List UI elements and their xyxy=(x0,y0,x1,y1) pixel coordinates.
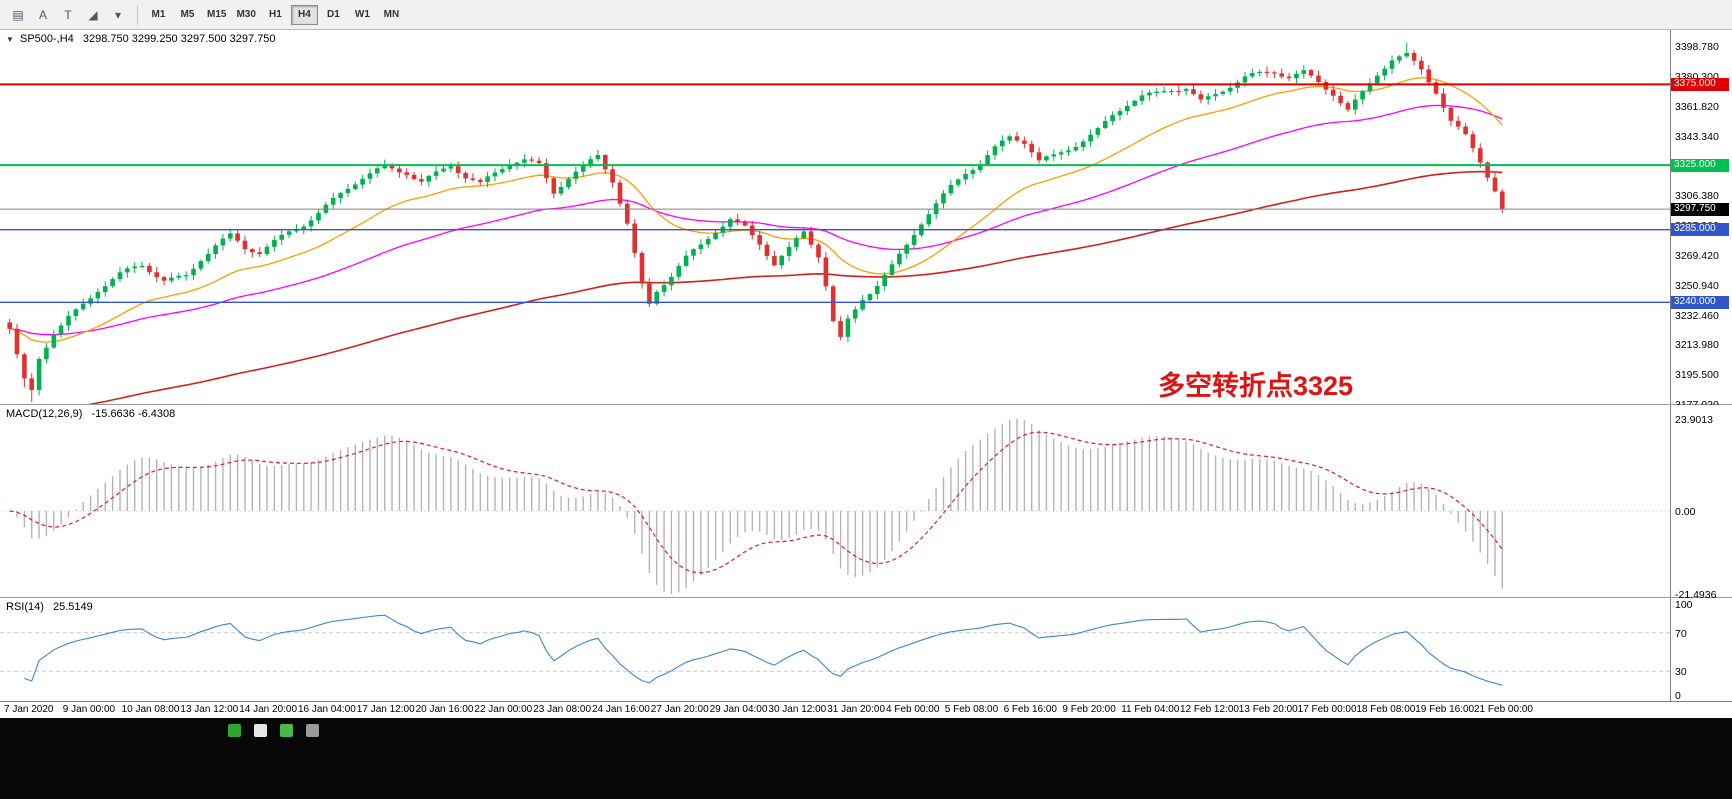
taskbar-icon-4[interactable] xyxy=(306,724,319,737)
rsi-axis-label: 30 xyxy=(1675,666,1687,679)
time-axis-label: 18 Feb 08:00 xyxy=(1356,704,1416,715)
time-axis-label: 13 Feb 20:00 xyxy=(1238,704,1298,715)
chart-annotation: 多空转折点3325 xyxy=(1158,371,1354,401)
time-axis-label: 9 Feb 20:00 xyxy=(1062,704,1116,715)
price-axis-label: 3250.940 xyxy=(1675,279,1719,292)
chart-symbol-timeframe: SP500-,H4 xyxy=(19,33,74,45)
price-line-tag: 3325.000 xyxy=(1671,158,1729,172)
toolbar-separator xyxy=(137,4,138,25)
rsi-title: RSI(14) 25.5149 xyxy=(6,601,93,613)
time-axis-label: 4 Feb 00:00 xyxy=(886,704,940,715)
time-axis-label: 20 Jan 16:00 xyxy=(415,704,474,715)
price-axis-label: 3195.500 xyxy=(1675,369,1719,382)
time-axis-label: 12 Feb 12:00 xyxy=(1180,704,1239,715)
time-axis-label: 7 Jan 2020 xyxy=(4,704,54,715)
timeframe-button-h4[interactable]: H4 xyxy=(290,4,318,25)
timeframe-button-group: M1 M5 M15 M30 H1 H4 D1 W1 MN xyxy=(144,4,406,25)
timeframe-button-m15[interactable]: M15 xyxy=(207,9,227,20)
macd-axis-label: 0.00 xyxy=(1675,506,1696,518)
time-axis-label: 11 Feb 04:00 xyxy=(1121,704,1180,715)
time-axis-label: 13 Jan 12:00 xyxy=(180,704,239,715)
price-axis-label: 3343.340 xyxy=(1675,130,1719,143)
grid-icon[interactable]: ▤ xyxy=(12,7,24,22)
rsi-panel: RSI(14) 25.5149 100 70 30 0 xyxy=(0,598,1732,702)
symbol-dropdown-icon[interactable]: ▼ xyxy=(6,35,14,44)
macd-title: MACD(12,26,9) -15.6636 -6.4308 xyxy=(6,408,175,420)
macd-canvas[interactable] xyxy=(0,405,1670,597)
rsi-axis-label: 0 xyxy=(1675,690,1681,702)
toolbar: ▤ A T ◢ ▾ M1 M5 M15 M30 H1 H4 D1 W1 MN xyxy=(0,0,1732,30)
time-axis-label: 10 Jan 08:00 xyxy=(121,704,180,715)
price-line-tag: 3240.000 xyxy=(1671,295,1729,309)
rsi-axis[interactable]: 100 70 30 0 xyxy=(1670,598,1732,702)
timeframe-button-m30[interactable]: M30 xyxy=(236,9,256,20)
time-axis-label: 30 Jan 12:00 xyxy=(768,704,827,715)
timeframe-button-m1[interactable]: M1 xyxy=(151,9,166,20)
price-axis-label: 3269.420 xyxy=(1675,249,1719,262)
time-axis-label: 5 Feb 08:00 xyxy=(944,704,999,715)
dropdown-caret-icon[interactable]: ▾ xyxy=(114,7,122,22)
price-axis-label: 3398.780 xyxy=(1675,41,1719,53)
macd-values: -15.6636 -6.4308 xyxy=(91,408,176,420)
time-axis-label: 22 Jan 00:00 xyxy=(474,704,533,715)
time-axis-label: 16 Jan 04:00 xyxy=(298,704,356,715)
taskbar-icon-2[interactable] xyxy=(254,724,267,737)
time-axis-label: 29 Jan 04:00 xyxy=(709,704,768,715)
timeframe-button-m5[interactable]: M5 xyxy=(180,9,195,20)
time-axis-label: 24 Jan 16:00 xyxy=(592,704,650,715)
taskbar-icon-3[interactable] xyxy=(280,724,293,737)
current-price-tag: 3297.750 xyxy=(1671,202,1729,216)
chart-title: ▼ SP500-,H4 3298.750 3299.250 3297.500 3… xyxy=(6,33,276,45)
time-axis-label: 19 Feb 16:00 xyxy=(1415,704,1475,715)
price-axis-label: 3213.980 xyxy=(1675,339,1719,352)
time-axis-label: 31 Jan 20:00 xyxy=(827,704,886,715)
time-axis-label: 9 Jan 00:00 xyxy=(62,704,116,715)
text-icon[interactable]: T xyxy=(64,7,72,22)
macd-axis[interactable]: 23.9013 0.00 -21.4936 xyxy=(1670,405,1732,601)
time-axis-label: 17 Jan 12:00 xyxy=(356,704,415,715)
time-axis[interactable]: 7 Jan 2020 9 Jan 00:00 10 Jan 08:00 13 Jan … xyxy=(0,702,1732,718)
rsi-canvas[interactable] xyxy=(0,598,1670,701)
rsi-label: RSI(14) xyxy=(6,601,44,613)
timeframe-button-w1[interactable]: W1 xyxy=(354,9,370,20)
chart-ohlc-values: 3298.750 3299.250 3297.500 3297.750 xyxy=(82,33,276,45)
macd-panel: MACD(12,26,9) -15.6636 -6.4308 23.9013 0.… xyxy=(0,405,1732,601)
main-chart-panel: ▼ SP500-,H4 3298.750 3299.250 3297.500 3… xyxy=(0,30,1732,411)
taskbar-icon-1[interactable] xyxy=(228,724,241,737)
main-chart-canvas[interactable] xyxy=(0,30,1670,404)
macd-label: MACD(12,26,9) xyxy=(6,408,83,420)
time-axis-label: 17 Feb 00:00 xyxy=(1297,704,1357,715)
macd-axis-label: -21.4936 xyxy=(1675,588,1717,601)
time-axis-label: 23 Jan 08:00 xyxy=(533,704,592,715)
price-axis[interactable]: 3398.7803380.3003361.8203343.3403324.860… xyxy=(1670,30,1732,411)
timeframe-button-h1[interactable]: H1 xyxy=(269,9,282,20)
rsi-axis-label: 100 xyxy=(1675,599,1693,611)
time-axis-label: 21 Feb 00:00 xyxy=(1474,704,1533,715)
macd-axis-label: 23.9013 xyxy=(1675,413,1713,426)
price-axis-label: 3361.820 xyxy=(1675,100,1719,113)
shapes-icon[interactable]: ◢ xyxy=(88,7,98,22)
price-line-tag: 3285.000 xyxy=(1671,223,1729,237)
timeframe-button-mn[interactable]: MN xyxy=(383,9,400,20)
cursor-a-icon[interactable]: A xyxy=(38,7,47,22)
time-axis-label: 6 Feb 16:00 xyxy=(1003,704,1057,715)
rsi-value: 25.5149 xyxy=(52,601,93,613)
timeframe-button-d1[interactable]: D1 xyxy=(327,9,340,20)
price-axis-label: 3232.460 xyxy=(1675,309,1719,322)
rsi-axis-label: 70 xyxy=(1675,627,1687,640)
time-axis-label: 27 Jan 20:00 xyxy=(650,704,709,715)
price-axis-label: 3306.380 xyxy=(1675,190,1719,203)
taskbar xyxy=(0,718,1732,799)
time-axis-label: 14 Jan 20:00 xyxy=(239,704,298,715)
price-line-tag: 3375.000 xyxy=(1671,77,1729,91)
